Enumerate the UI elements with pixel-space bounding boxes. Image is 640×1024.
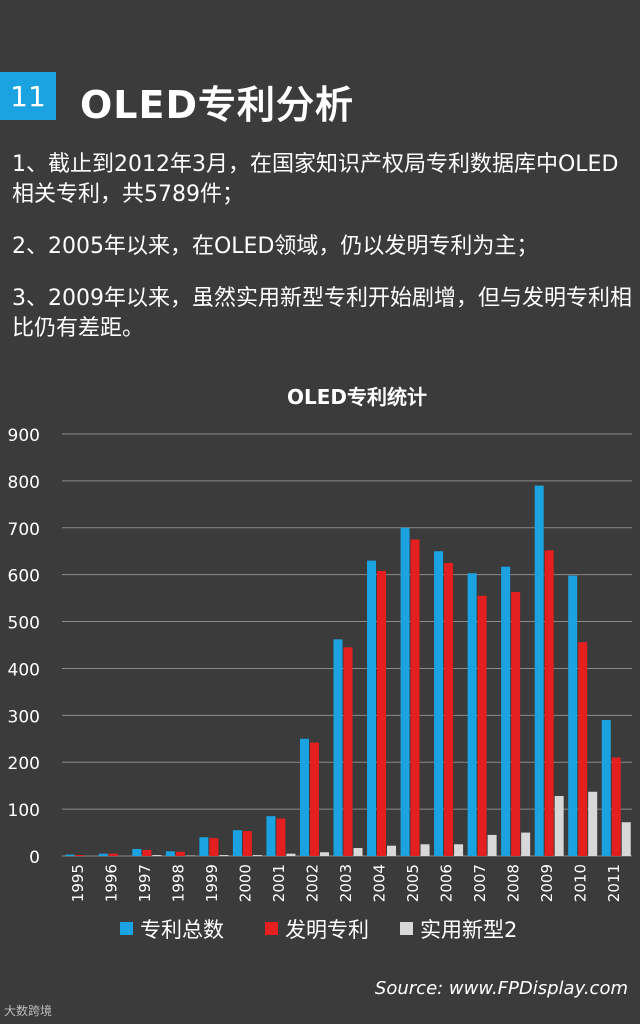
x-tick-label: 2007 (471, 864, 489, 902)
y-tick-label: 200 (8, 754, 40, 774)
bar-3 (554, 795, 564, 856)
bar-3 (621, 822, 631, 856)
legend-swatch (120, 922, 133, 935)
bar-3 (420, 844, 430, 856)
x-tick-label: 2000 (236, 864, 254, 902)
point-2: 2、2005年以来，在OLED领域，仍以发明专利为主； (12, 234, 539, 259)
y-tick-label: 100 (8, 801, 40, 821)
bar-1 (601, 720, 611, 856)
x-tick-label: 1996 (102, 864, 120, 902)
bar-3 (286, 853, 296, 856)
x-tick-label: 2008 (505, 864, 523, 902)
bar-1 (299, 738, 309, 856)
legend-label: 实用新型2 (420, 918, 517, 942)
bar-1 (266, 816, 276, 856)
legend-label: 专利总数 (140, 918, 224, 942)
x-tick-label: 2011 (605, 864, 623, 902)
bar-3 (319, 852, 329, 856)
bar-2 (276, 818, 286, 856)
bar-2 (75, 855, 85, 856)
bar-3 (487, 834, 497, 856)
x-tick-label: 2004 (371, 864, 389, 902)
y-tick-label: 800 (8, 473, 40, 493)
legend-swatch (400, 922, 413, 935)
bar-3 (152, 855, 162, 856)
x-tick-label: 1997 (136, 864, 154, 902)
y-tick-label: 500 (8, 614, 40, 634)
watermark-logo: 大数跨境 (4, 1004, 53, 1018)
bar-1 (467, 573, 477, 856)
x-tick-label: 2001 (270, 864, 288, 902)
bar-2 (108, 853, 118, 856)
bar-1 (232, 830, 242, 856)
x-tick-label: 2009 (538, 864, 556, 902)
bar-3 (521, 832, 531, 856)
y-tick-label: 400 (8, 660, 40, 680)
bar-2 (611, 757, 621, 856)
source-credit: Source: www.FPDisplay.com (374, 978, 628, 999)
bar-2 (142, 849, 152, 856)
section-number-badge: 11 (0, 72, 56, 120)
bar-1 (132, 848, 142, 856)
bar-1 (65, 854, 75, 856)
bar-3 (454, 844, 464, 856)
x-tick-label: 2005 (404, 864, 422, 902)
y-tick-label: 300 (8, 707, 40, 727)
x-tick-label: 1999 (203, 864, 221, 902)
x-tick-label: 1998 (169, 864, 187, 902)
bar-2 (343, 647, 353, 856)
y-tick-label: 600 (8, 567, 40, 587)
bar-2 (175, 851, 185, 856)
bar-2 (444, 562, 454, 856)
bar-3 (588, 791, 598, 856)
bar-1 (199, 837, 209, 856)
bar-1 (165, 851, 175, 856)
bar-2 (544, 550, 554, 856)
bar-1 (98, 853, 108, 856)
bar-1 (333, 639, 343, 856)
key-points: 1、截止到2012年3月，在国家知识产权局专利数据库中OLED相关专利，共578… (12, 150, 632, 366)
bar-1 (434, 551, 444, 856)
bar-3 (219, 855, 229, 856)
y-tick-label: 700 (8, 520, 40, 540)
x-tick-label: 2006 (438, 864, 456, 902)
legend-swatch (265, 922, 278, 935)
x-tick-label: 2003 (337, 864, 355, 902)
bar-2 (209, 838, 219, 856)
bar-3 (252, 855, 262, 856)
bar-3 (353, 848, 363, 856)
page-title: OLED专利分析 (80, 83, 355, 127)
chart-title: OLED专利统计 (287, 385, 427, 409)
x-tick-label: 2002 (303, 864, 321, 902)
legend-label: 发明专利 (285, 918, 369, 942)
point-3: 3、2009年以来，虽然实用新型专利开始剧增，但与发明专利相比仍有差距。 (12, 286, 632, 341)
bar-2 (309, 742, 319, 856)
x-tick-label: 2010 (572, 864, 590, 902)
bar-1 (367, 560, 377, 856)
bar-1 (501, 566, 511, 856)
bar-2 (377, 570, 387, 856)
bar-1 (534, 485, 544, 856)
bar-2 (477, 595, 487, 856)
bar-2 (410, 539, 420, 856)
bar-2 (578, 642, 588, 856)
bar-1 (400, 527, 410, 856)
point-1: 1、截止到2012年3月，在国家知识产权局专利数据库中OLED相关专利，共578… (12, 152, 619, 207)
bar-2 (242, 831, 252, 856)
bar-2 (511, 592, 521, 856)
y-tick-label: 0 (29, 848, 40, 868)
x-tick-label: 1995 (69, 864, 87, 902)
bar-3 (387, 845, 397, 856)
bar-1 (568, 575, 578, 856)
y-tick-label: 900 (8, 426, 40, 446)
